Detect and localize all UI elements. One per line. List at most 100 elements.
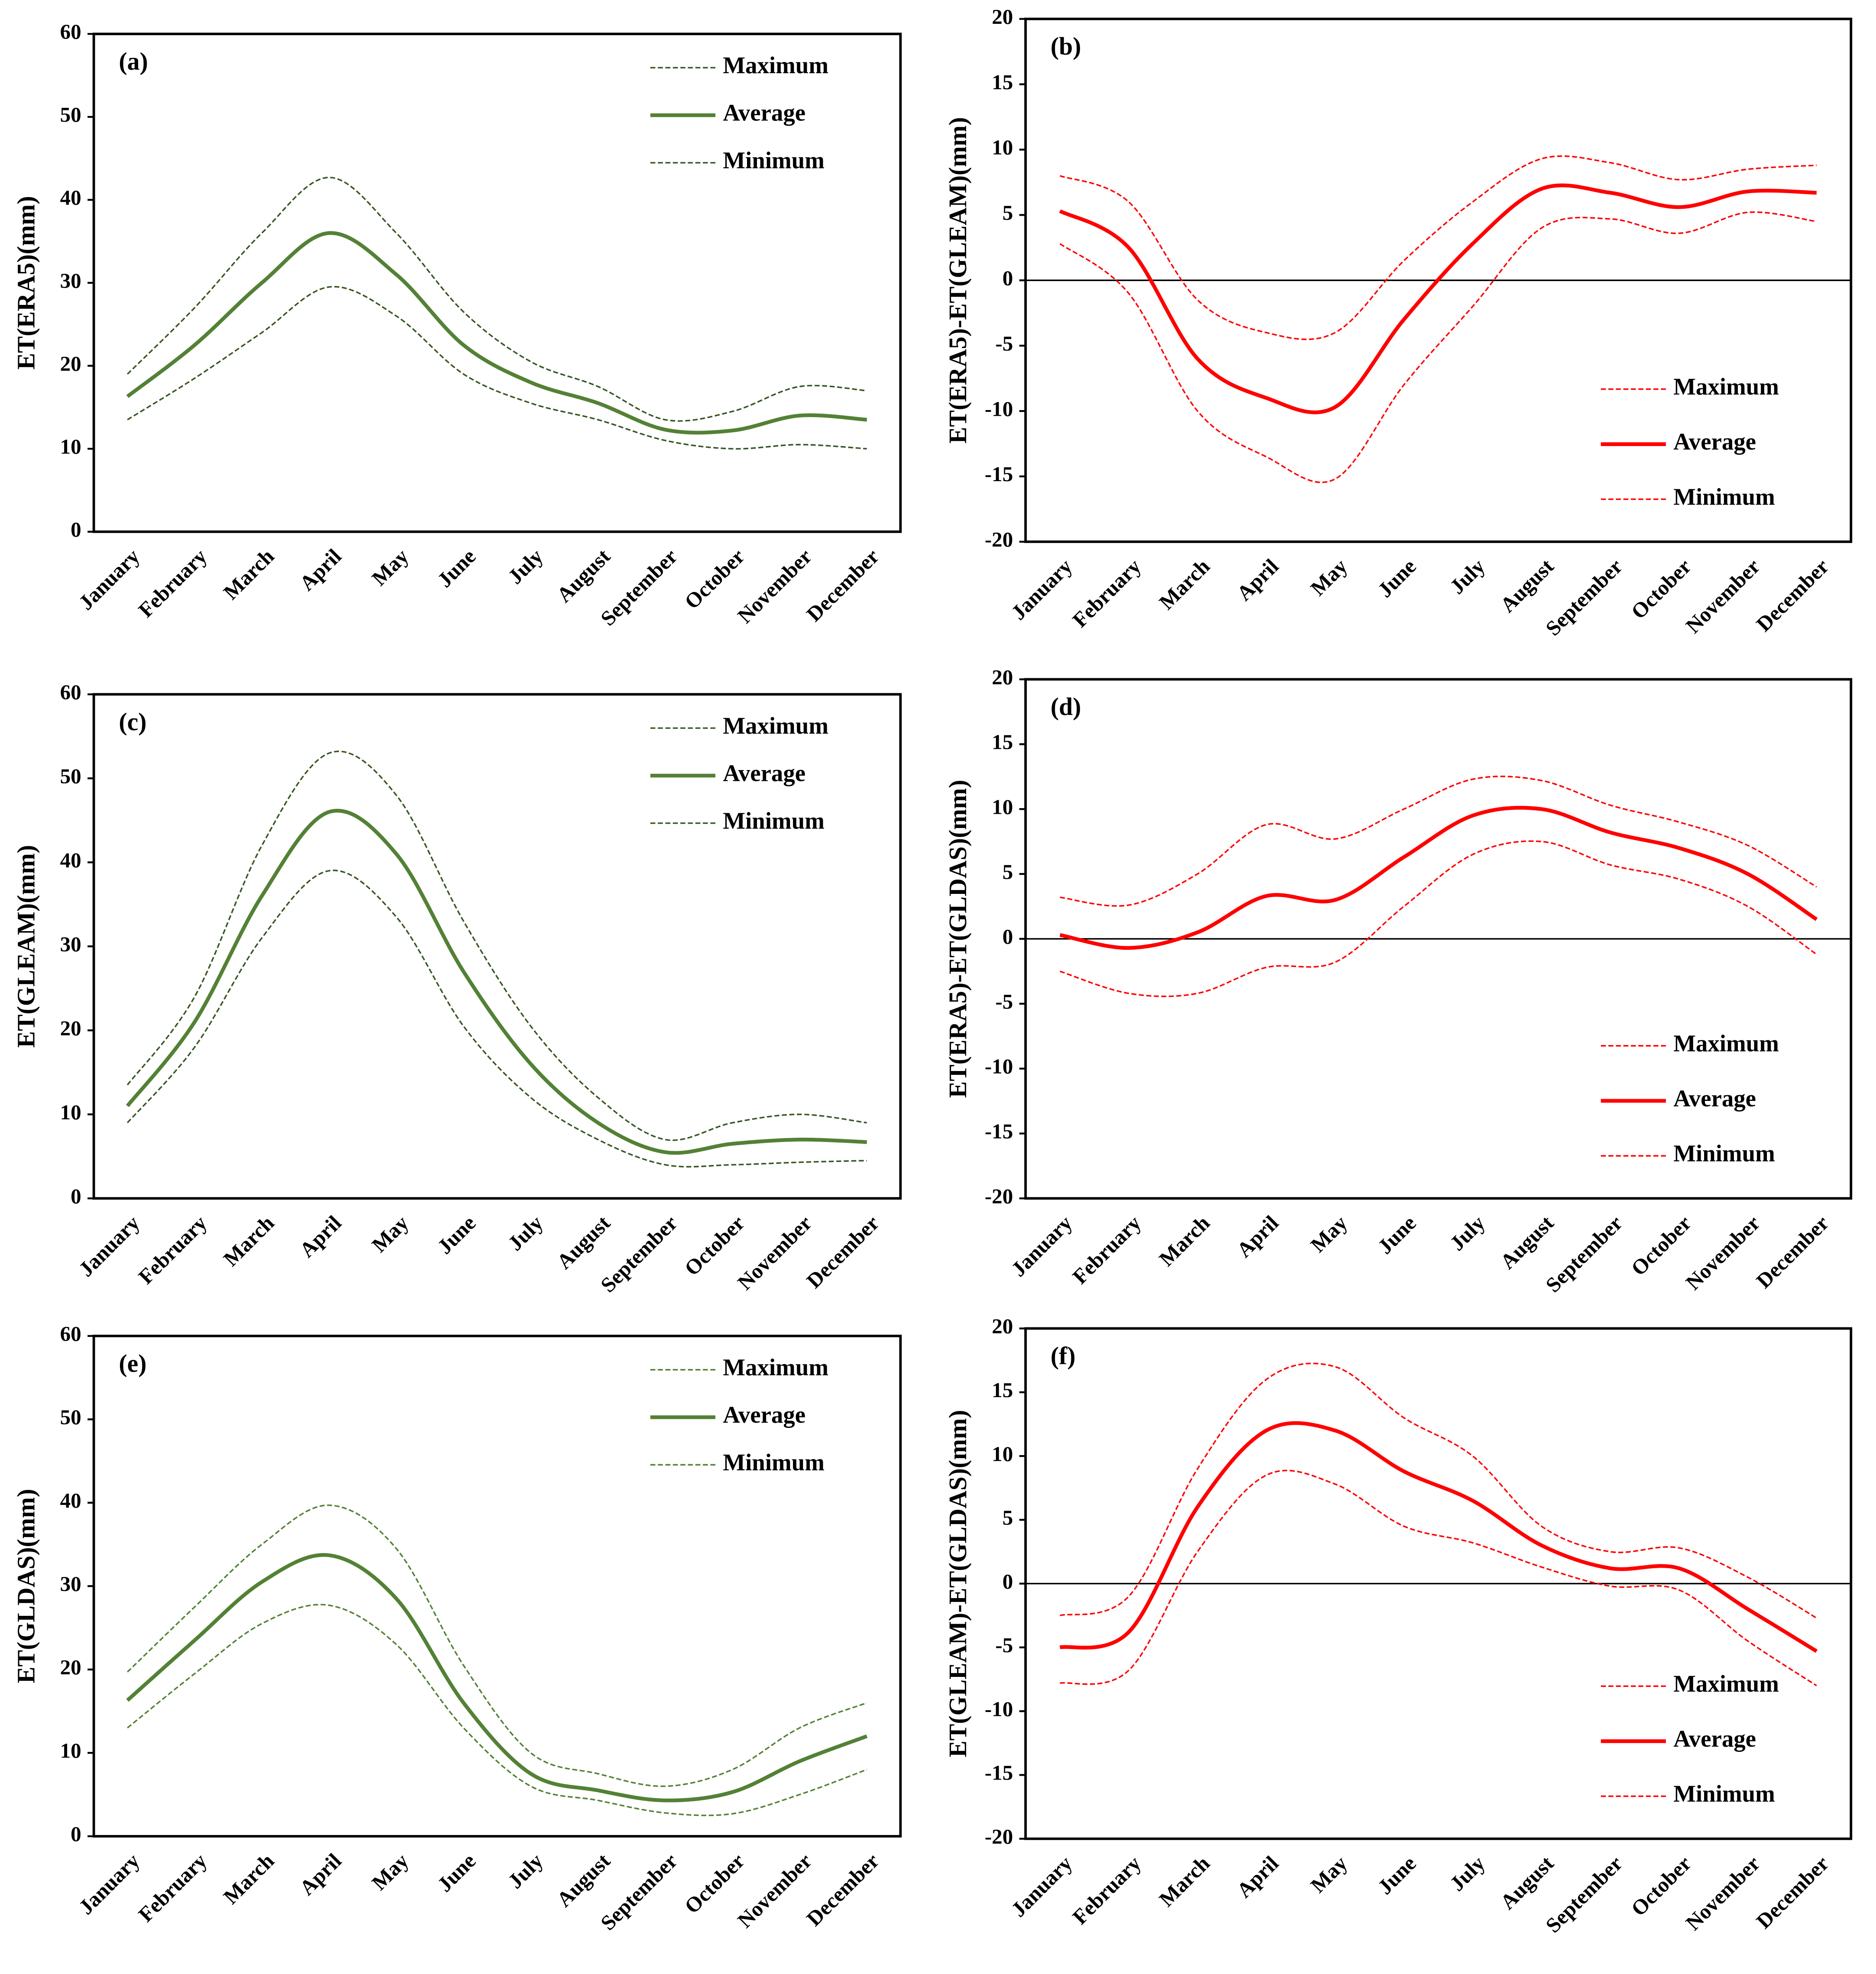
y-tick-label: 50 [60,764,81,788]
x-tick-label: July [503,1211,548,1256]
legend-label: Maximum [1673,373,1779,400]
x-tick-label: December [1751,1211,1833,1293]
series-line [127,1504,867,1787]
x-tick-label: October [680,1211,749,1280]
y-tick-label: 5 [1003,860,1013,883]
legend-label: Maximum [723,52,828,78]
x-tick-label: January [74,544,145,615]
x-tick-label: November [733,1849,816,1932]
x-tick-label: July [503,544,548,589]
x-tick-label: May [1306,1851,1352,1897]
legend-label: Average [723,100,805,126]
series-line [1060,1362,1817,1619]
series-line [126,231,867,435]
x-tick-label: July [1445,554,1490,599]
x-tick-label: August [1495,1851,1558,1914]
x-tick-label: February [134,1848,212,1926]
legend-label: Average [1673,428,1756,455]
y-tick-label: 40 [60,1489,81,1512]
x-tick-label: August [552,544,615,607]
y-tick-label: -5 [995,1633,1013,1657]
y-tick-label: 50 [60,1405,81,1429]
y-tick-label: 10 [992,1442,1013,1466]
y-tick-label: -20 [985,527,1013,551]
y-tick-label: 40 [60,186,81,210]
series-line [1059,1421,1818,1653]
x-tick-label: December [1751,554,1833,636]
y-axis-label: ET(ERA5)(mm) [13,196,40,370]
x-tick-label: July [503,1848,548,1893]
y-tick-label: 20 [60,1655,81,1679]
x-tick-label: April [295,544,346,595]
y-tick-label: 10 [60,434,81,458]
legend-label: Average [1673,1085,1756,1111]
x-tick-label: November [1681,1211,1765,1294]
y-axis-label: ET(GLEAM)-ET(GLDAS)(mm) [944,1410,972,1757]
legend-label: Average [1673,1725,1756,1752]
x-tick-label: May [367,544,414,590]
y-tick-label: 20 [992,1314,1013,1338]
series-line [1059,183,1817,414]
panel-title: (c) [119,709,146,736]
y-tick-label: -20 [985,1184,1013,1208]
x-tick-label: October [1627,1851,1696,1921]
series-line [126,870,867,1168]
y-tick-label: 0 [1003,1569,1013,1593]
series-line [1059,155,1817,340]
y-tick-label: 15 [992,70,1013,94]
x-tick-label: December [802,1211,883,1293]
y-tick-label: 20 [60,352,81,375]
x-tick-label: February [134,544,212,622]
legend-label: Average [723,760,805,786]
legend-label: Minimum [1673,1140,1775,1166]
y-tick-label: 30 [60,269,81,292]
x-tick-label: June [433,1211,480,1259]
y-tick-label: 20 [992,665,1013,689]
panel-title: (b) [1051,33,1081,60]
y-tick-label: -15 [985,462,1013,486]
y-axis-label: ET(ERA5)-ET(GLDAS)(mm) [944,780,972,1098]
y-tick-label: -15 [985,1120,1013,1143]
y-tick-label: 60 [60,1322,81,1346]
y-tick-label: 15 [992,730,1013,754]
y-tick-label: 30 [60,932,81,956]
legend-label: Maximum [1673,1030,1779,1056]
y-axis-label: ET(GLEAM)(mm) [13,845,40,1048]
x-tick-label: May [1306,1211,1352,1257]
x-tick-label: December [1751,1851,1833,1933]
x-tick-label: April [1232,1851,1283,1903]
x-tick-label: June [1373,1211,1420,1259]
series-line [126,177,867,422]
series-line [127,1604,867,1816]
y-tick-label: 0 [71,1184,81,1208]
series-line [1059,211,1817,483]
y-tick-label: 50 [60,103,81,126]
x-tick-label: February [1068,554,1146,632]
x-tick-label: April [295,1211,346,1262]
legend-label: Minimum [1673,483,1775,510]
x-tick-label: May [367,1211,414,1257]
y-tick-label: -10 [985,1697,1013,1721]
x-tick-label: October [1627,554,1696,624]
legend-label: Minimum [1673,1780,1775,1807]
y-tick-label: 5 [1003,201,1013,225]
panel-title: (d) [1051,693,1081,721]
series-line [126,1553,868,1802]
y-tick-label: -5 [995,331,1013,355]
x-tick-label: June [1373,1851,1420,1899]
x-tick-label: July [1445,1851,1490,1896]
x-tick-label: March [219,544,278,604]
x-tick-label: November [733,1211,816,1294]
x-tick-label: February [1068,1851,1146,1929]
legend-label: Minimum [723,1449,825,1476]
panel-title: (a) [119,48,148,75]
series-line [126,751,867,1141]
legend-label: Average [723,1401,805,1428]
x-tick-label: February [1068,1211,1146,1289]
x-tick-label: March [219,1211,278,1271]
